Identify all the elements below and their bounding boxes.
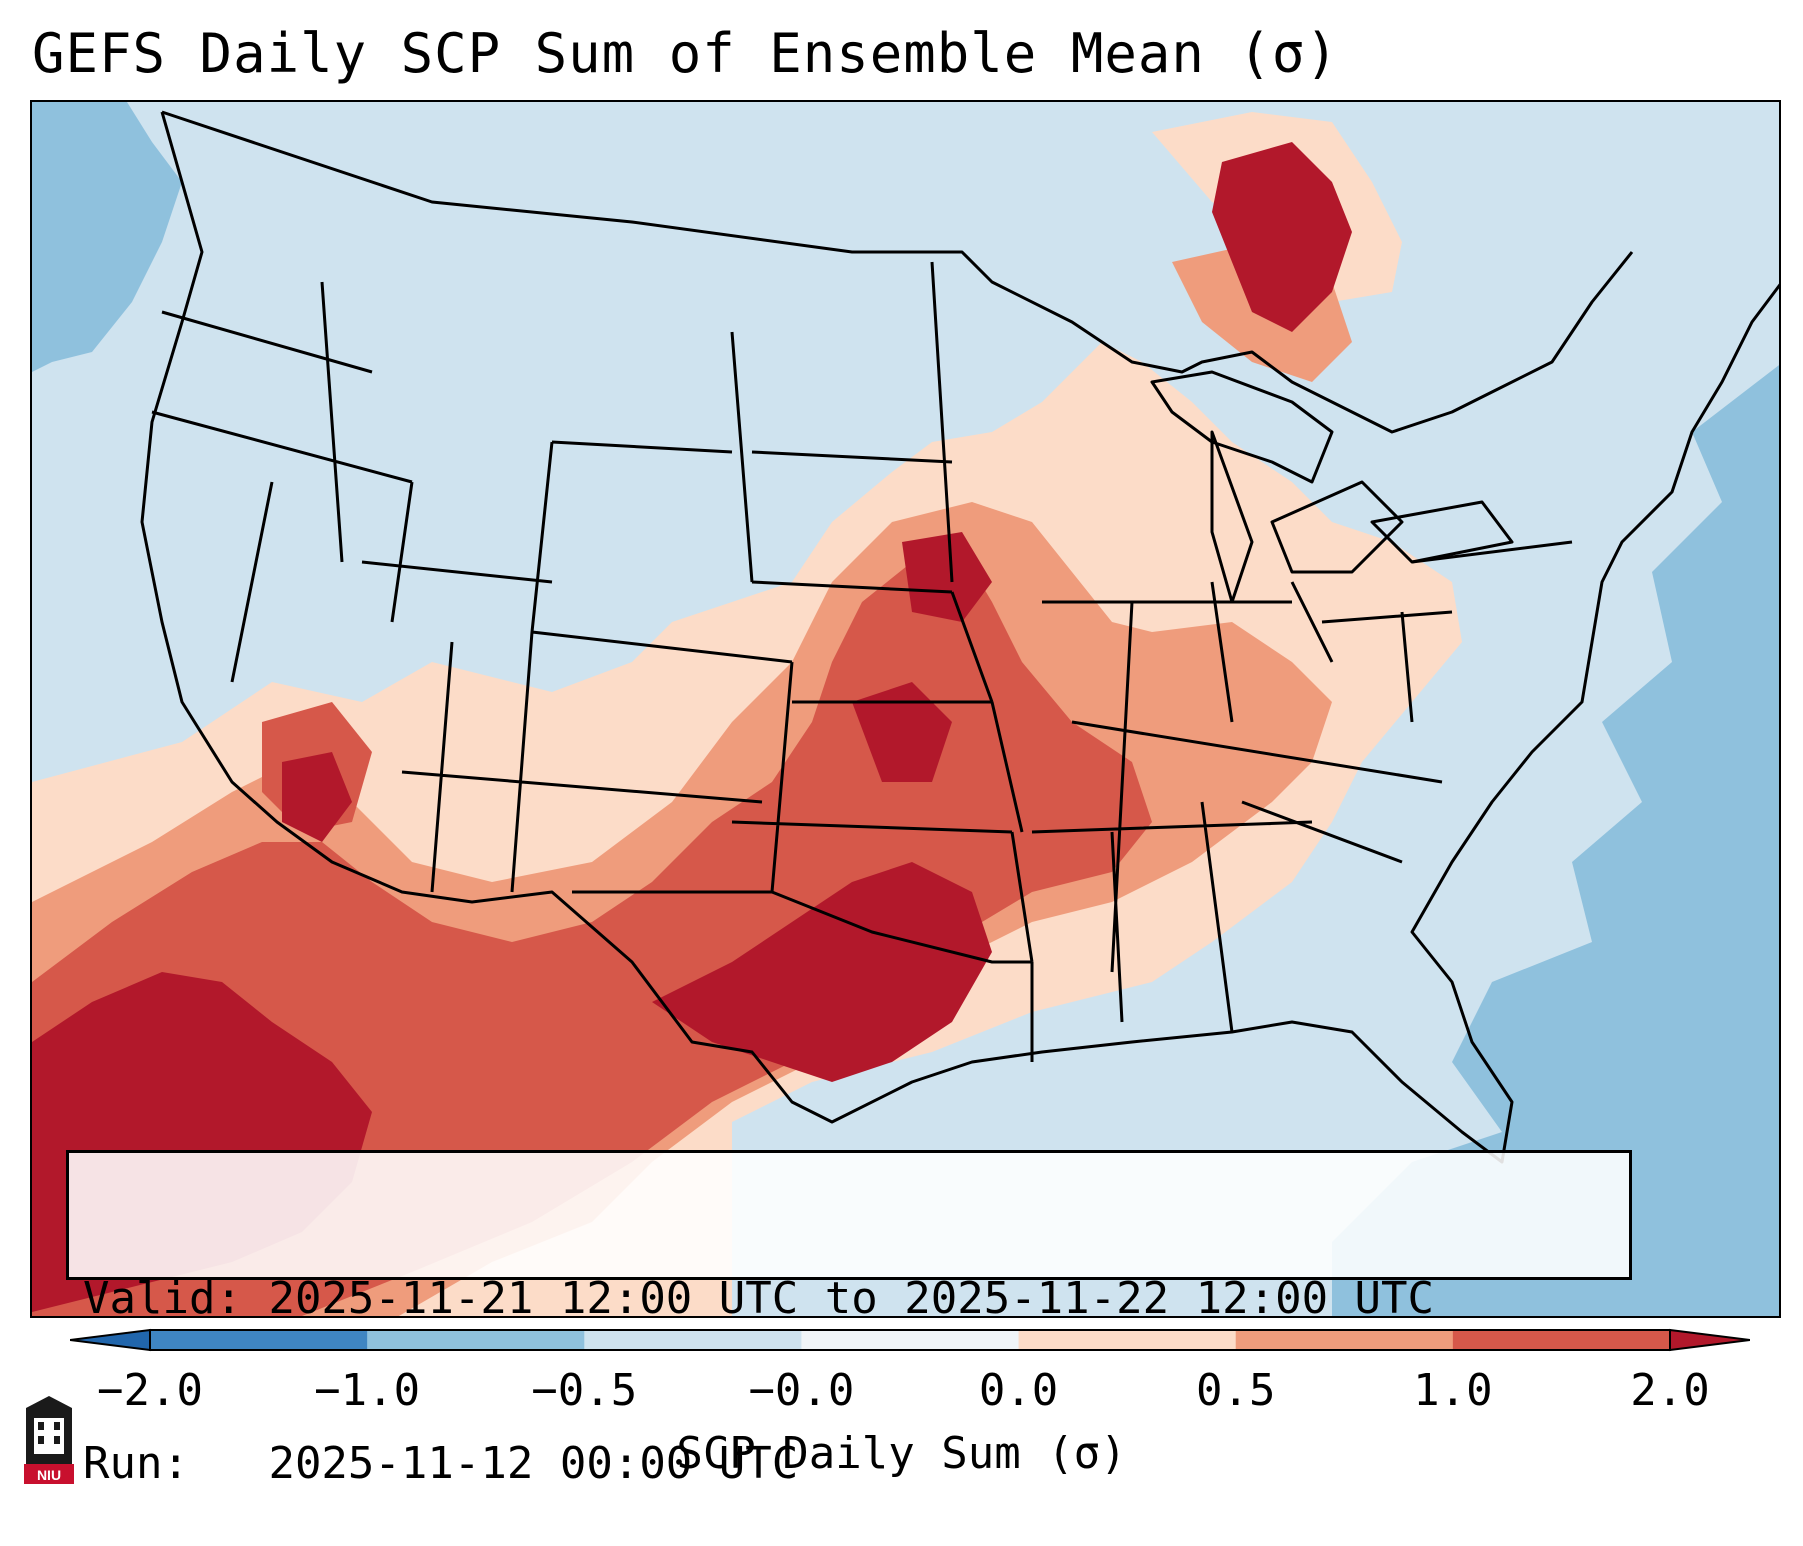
colorbar-segment bbox=[150, 1330, 368, 1350]
run-label: Run: bbox=[83, 1438, 189, 1489]
colorbar-tick-label: −1.0 bbox=[314, 1365, 421, 1416]
colorbar-over-arrow bbox=[1669, 1328, 1750, 1352]
valid-row: Valid: 2025-11-21 12:00 UTC to 2025-11-2… bbox=[83, 1271, 1615, 1326]
colorbar-label: SCP Daily Sum (σ) bbox=[676, 1428, 1127, 1479]
colorbar-tick-label: 2.0 bbox=[1630, 1365, 1710, 1416]
niu-logo: NIU bbox=[24, 1396, 74, 1484]
canada-border bbox=[161, 110, 1634, 434]
colorbar-segment bbox=[367, 1330, 585, 1350]
us-outline bbox=[140, 111, 1779, 1164]
chart-title: GEFS Daily SCP Sum of Ensemble Mean (σ) bbox=[32, 22, 1339, 85]
boundaries bbox=[140, 110, 1779, 1164]
colorbar-segment bbox=[1235, 1330, 1454, 1350]
colorbar-tick-label: 0.5 bbox=[1195, 1365, 1276, 1416]
colorbar bbox=[70, 1328, 1750, 1352]
colorbar-segments bbox=[150, 1330, 1671, 1350]
colorbar-tick-label: −0.0 bbox=[748, 1365, 855, 1416]
colorbar-under-arrow bbox=[70, 1328, 151, 1352]
scp-field-map bbox=[32, 102, 1779, 1316]
colorbar-segment bbox=[801, 1330, 1020, 1350]
map-panel bbox=[30, 100, 1781, 1318]
run-value: 2025-11-12 00:00 UTC bbox=[268, 1438, 799, 1489]
colorbar-outline bbox=[149, 1329, 1671, 1351]
field-strong-negative bbox=[32, 102, 1779, 1316]
state-lines bbox=[151, 261, 1573, 1062]
valid-label: Valid: bbox=[83, 1273, 242, 1324]
colorbar-segment bbox=[1018, 1330, 1237, 1350]
colorbar-segment bbox=[1452, 1330, 1671, 1350]
colorbar-tick-label: 0.0 bbox=[978, 1365, 1059, 1416]
colorbar-segment bbox=[584, 1330, 802, 1350]
colorbar-tick-label: 1.0 bbox=[1413, 1365, 1493, 1416]
validity-info-box: Valid: 2025-11-21 12:00 UTC to 2025-11-2… bbox=[66, 1150, 1632, 1489]
colorbar-tick-label: −2.0 bbox=[97, 1365, 203, 1416]
colorbar-tick-label: −0.5 bbox=[531, 1365, 638, 1416]
logo-text: NIU bbox=[37, 1467, 61, 1483]
valid-value: 2025-11-21 12:00 UTC to 2025-11-22 12:00… bbox=[268, 1273, 1435, 1324]
run-row: Run: 2025-11-12 00:00 UTC bbox=[83, 1436, 1615, 1491]
